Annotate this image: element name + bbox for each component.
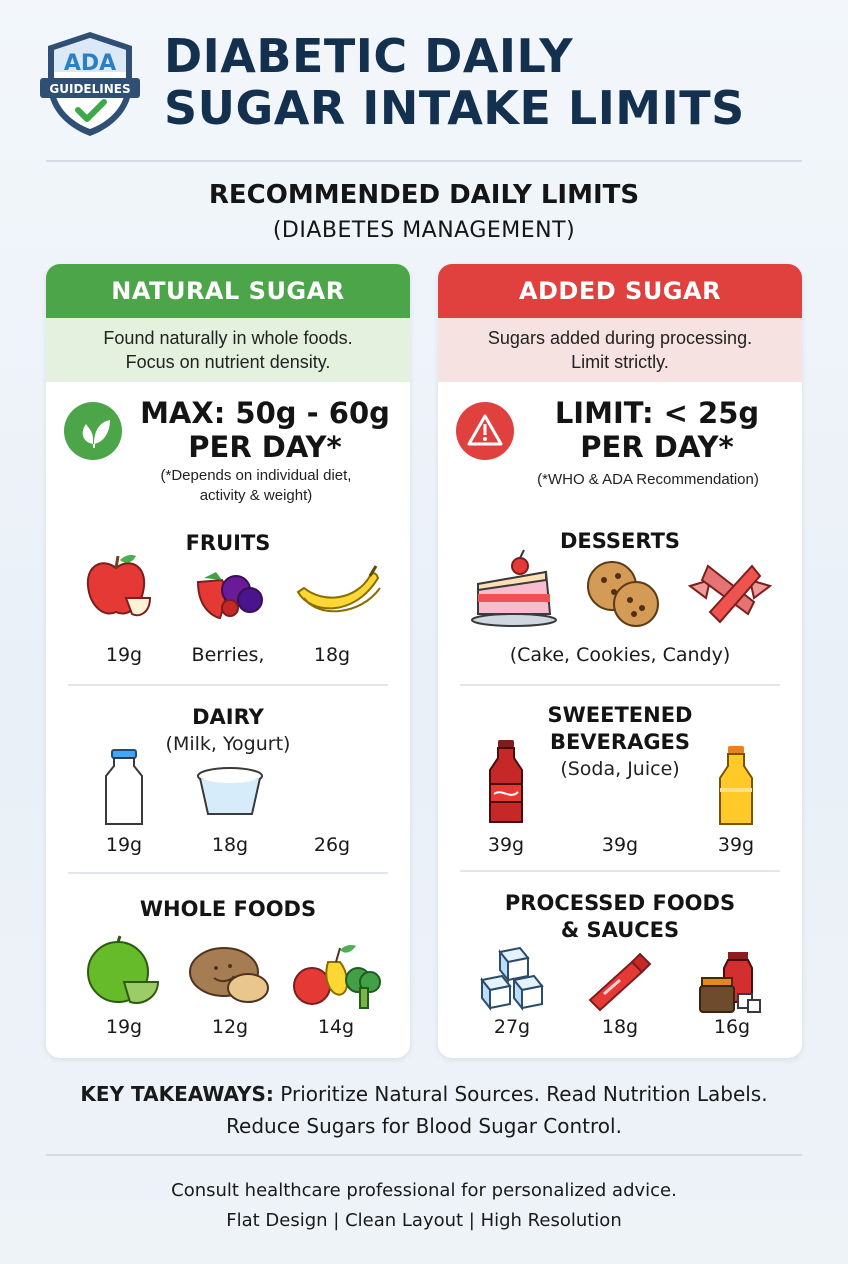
added-sugar-card: ADDED SUGAR Sugars added during processi… [438,264,802,1058]
footer-tagline: Flat Design | Clean Layout | High Resolu… [226,1210,622,1231]
desserts-section: DESSERTS [438,528,802,555]
added-sugar-header: ADDED SUGAR [438,264,802,318]
natural-sugar-description: Found naturally in whole foods. Focus on… [46,318,410,382]
badge-ribbon-text: GUIDELINES [49,82,130,96]
fruits-title: FRUITS [185,531,271,555]
badge-ada-text: ADA [64,51,116,76]
dairy-section: DAIRY (Milk, Yogurt) [46,704,410,755]
added-desc-line-2: Limit strictly. [571,352,669,372]
warning-icon [456,402,514,460]
whole-foods-section: WHOLE FOODS [46,896,410,923]
subheading: RECOMMENDED DAILY LIMITS [208,180,640,210]
subheading-context: (DIABETES MANAGEMENT) [272,218,576,243]
processed-title-line-2: & SAUCES [560,918,680,942]
natural-desc-line-1: Found naturally in whole foods. [103,328,353,348]
banana-icon [290,552,390,632]
beverage-sugar-value-2: 39g [601,834,639,856]
added-limit-block: LIMIT: < 25g PER DAY* (*WHO & ADA Recomm… [438,392,802,510]
section-divider [68,872,388,874]
added-desc-line-1: Sugars added during processing. [487,328,753,348]
section-divider [460,684,780,686]
dairy-title: DAIRY [192,705,264,729]
beverages-section: SWEETENED BEVERAGES (Soda, Juice) [438,702,802,780]
yogurt-cup-icon [180,764,280,824]
dairy-sugar-value-3: 26g [313,834,351,856]
milk-bottle-icon [74,748,174,828]
processed-title-line-1: PROCESSED FOODS [504,891,736,915]
natural-limit-line-2: PER DAY* [188,430,342,464]
footer-divider [46,1154,802,1156]
takeaways-text-line-2: Reduce Sugars for Blood Sugar Control. [226,1114,622,1138]
fruits-section: FRUITS [46,530,410,557]
beverages-subtitle: (Soda, Juice) [560,758,680,780]
header: ADA GUIDELINES DIABETIC DAILY SUGAR INTA… [0,0,848,160]
juice-sugar-value: 39g [717,834,755,856]
cookies-icon [574,552,674,632]
processed-section: PROCESSED FOODS & SAUCES [438,890,802,944]
added-limit-note: (*WHO & ADA Recommendation) [498,470,798,490]
natural-limit-block: MAX: 50g - 60g PER DAY* (*Depends on ind… [46,392,410,510]
potato-icon [180,936,280,1016]
banana-sugar-value: 18g [313,644,351,666]
natural-sugar-card: NATURAL SUGAR Found naturally in whole f… [46,264,410,1058]
cake-icon [464,548,564,628]
ketchup-bottle-icon [570,948,670,1018]
footer-advice: Consult healthcare professional for pers… [171,1180,677,1201]
vegetables-sugar-value: 14g [317,1016,355,1038]
takeaways-text-line-1: Prioritize Natural Sources. Read Nutriti… [273,1082,768,1106]
sugar-cubes-icon [462,944,562,1014]
potato-sugar-value: 12g [211,1016,249,1038]
section-divider [460,870,780,872]
soda-bottle-icon [456,738,556,828]
beverages-title-line-2: BEVERAGES [549,730,691,754]
yogurt-sugar-value: 18g [211,834,249,856]
natural-sugar-header: NATURAL SUGAR [46,264,410,318]
apple-icon [66,548,166,628]
milk-sugar-value: 19g [105,834,143,856]
added-note-line-1: (*WHO & ADA Recommendation) [537,471,759,488]
natural-note-line-2: activity & weight) [199,487,313,504]
key-takeaways: KEY TAKEAWAYS: Prioritize Natural Source… [20,1078,828,1142]
added-max-limit: LIMIT: < 25g PER DAY* [522,396,792,464]
candy-icon [680,552,780,632]
apple-sugar-value: 19g [105,644,143,666]
ada-shield-badge-icon: ADA GUIDELINES [40,32,140,136]
sugar-cubes-sugar-value: 27g [493,1016,531,1038]
melon-icon [74,932,174,1012]
takeaways-label: KEY TAKEAWAYS: [80,1082,274,1106]
title-line-2: SUGAR INTAKE LIMITS [164,81,745,135]
natural-limit-line-1: MAX: 50g - 60g [140,396,390,430]
dairy-subtitle: (Milk, Yogurt) [165,733,291,755]
page-title: DIABETIC DAILY SUGAR INTAKE LIMITS [164,30,824,134]
jars-sugar-value: 16g [713,1016,751,1038]
added-sugar-description: Sugars added during processing. Limit st… [438,318,802,382]
soda-sugar-value: 39g [487,834,525,856]
ketchup-sugar-value: 18g [601,1016,639,1038]
berries-icon [178,552,278,632]
jars-icon [682,948,782,1018]
natural-limit-note: (*Depends on individual diet, activity &… [106,466,406,506]
added-limit-line-1: LIMIT: < 25g [554,396,760,430]
whole-foods-title: WHOLE FOODS [139,897,317,921]
vegetables-icon [286,932,386,1012]
title-line-1: DIABETIC DAILY [164,29,574,83]
berries-label: Berries, [191,644,265,666]
added-limit-line-2: PER DAY* [580,430,734,464]
header-divider [46,160,802,162]
natural-desc-line-2: Focus on nutrient density. [125,352,331,372]
beverages-title-line-1: SWEETENED [547,703,693,727]
leaf-icon [64,402,122,460]
desserts-title: DESSERTS [559,529,681,553]
desserts-note: (Cake, Cookies, Candy) [509,644,731,666]
melon-sugar-value: 19g [105,1016,143,1038]
section-divider [68,684,388,686]
natural-max-limit: MAX: 50g - 60g PER DAY* [130,396,400,464]
juice-bottle-icon [686,744,786,828]
natural-note-line-1: (*Depends on individual diet, [160,467,352,484]
